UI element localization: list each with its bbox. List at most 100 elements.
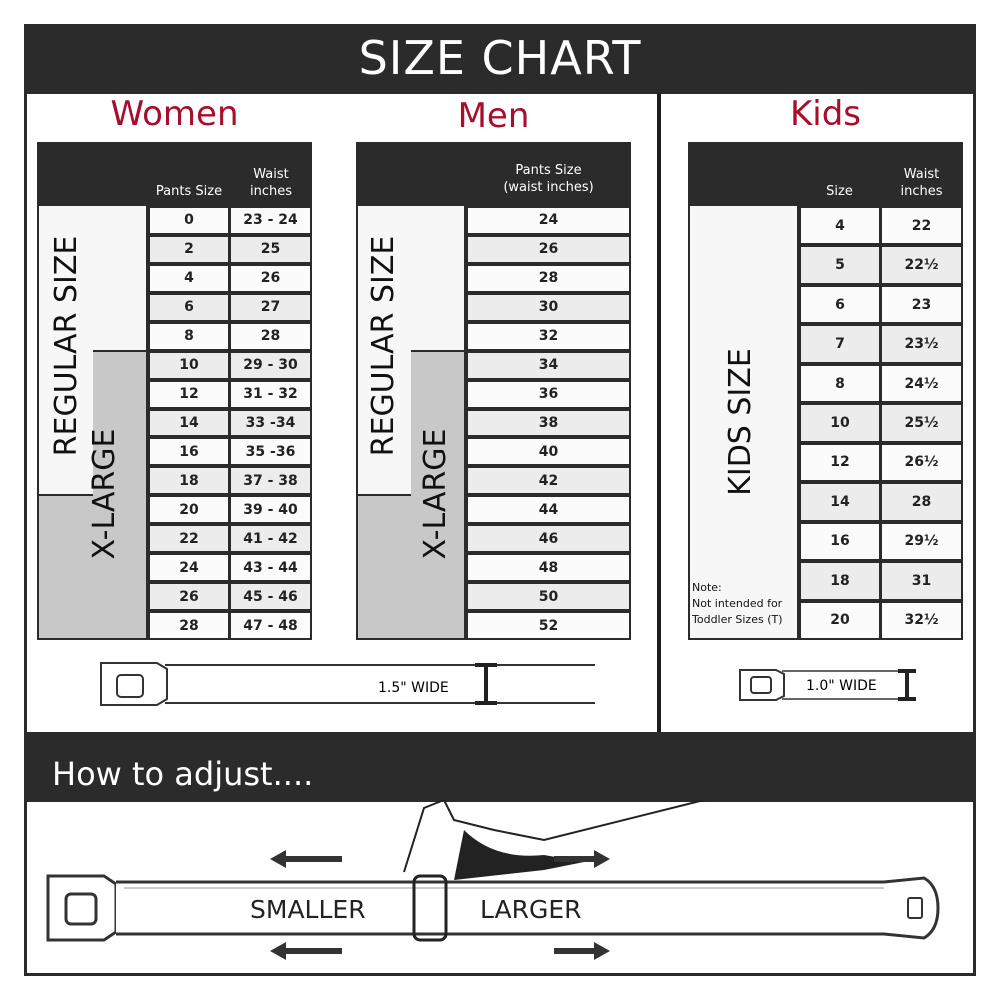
belt-1-5-inch-illustration <box>100 662 595 706</box>
kids-size-cell: 8 <box>799 363 881 404</box>
kids-size-block <box>690 206 797 638</box>
smaller-label: SMALLER <box>250 895 366 924</box>
kids-note: Note: Not intended for Toddler Sizes (T) <box>692 581 783 626</box>
kids-waist-cell: 28 <box>880 482 963 522</box>
women-pants-cell: 28 <box>148 611 230 640</box>
women-waist-cell: 29 - 30 <box>229 350 312 380</box>
kids-title: Kids <box>789 94 862 134</box>
kids-size-cell: 4 <box>799 206 881 246</box>
women-waist-cell: 37 - 38 <box>229 466 312 496</box>
men-pants-cell: 44 <box>466 495 631 525</box>
adjust-title: How to adjust.... <box>24 732 976 802</box>
men-pants-cell: 30 <box>466 292 631 322</box>
men-pants-cell: 52 <box>466 611 631 640</box>
women-waist-cell: 23 - 24 <box>229 206 312 235</box>
women-waist-cell: 47 - 48 <box>229 611 312 640</box>
women-pants-cell: 14 <box>148 408 230 438</box>
women-waist-cell: 35 -36 <box>229 437 312 467</box>
men-pants-cell: 48 <box>466 553 631 583</box>
women-pants-cell: 8 <box>148 321 230 351</box>
men-table: REGULAR SIZE X-LARGE 24 26 28 30 32 34 36 38 40 4… <box>356 206 631 640</box>
kids-size-cell: 20 <box>799 600 881 640</box>
kids-size-cell: 18 <box>799 561 881 601</box>
women-pants-cell: 2 <box>148 234 230 264</box>
kids-waist-cell: 31 <box>880 561 963 601</box>
adjust-belt-illustration <box>46 800 940 960</box>
page-title: SIZE CHART <box>24 24 976 94</box>
women-waist-cell: 33 -34 <box>229 408 312 438</box>
kids-size-cell: 5 <box>799 245 881 285</box>
regular-size-block <box>39 206 146 494</box>
women-pants-cell: 6 <box>148 292 230 322</box>
women-pants-cell: 18 <box>148 466 230 496</box>
women-col-waist: Waist inches <box>249 167 292 199</box>
men-col-pants: Pants Size (waist inches) <box>503 163 594 195</box>
kids-waist-cell: 22 <box>880 206 963 246</box>
xlarge-size-block <box>39 352 146 638</box>
kids-waist-cell: 26½ <box>880 442 963 483</box>
men-table-header: Pants Size (waist inches) <box>356 142 631 206</box>
men-pants-cell: 28 <box>466 263 631 293</box>
kids-waist-cell: 22½ <box>880 245 963 285</box>
women-waist-cell: 43 - 44 <box>229 553 312 583</box>
women-table-header: Pants Size Waist inches <box>37 142 312 206</box>
men-pants-cell: 26 <box>466 234 631 264</box>
women-pants-cell: 4 <box>148 263 230 293</box>
kids-waist-cell: 24½ <box>880 363 963 404</box>
women-regular-label: REGULAR SIZE <box>49 235 84 457</box>
men-pants-cell: 46 <box>466 524 631 554</box>
kids-col-size: Size <box>826 184 853 199</box>
women-title: Women <box>110 94 239 134</box>
divider <box>657 93 661 733</box>
men-size-blocks <box>358 206 464 638</box>
kids-waist-cell: 29½ <box>880 521 963 562</box>
men-pants-cell: 50 <box>466 582 631 612</box>
women-waist-cell: 41 - 42 <box>229 524 312 554</box>
women-waist-cell: 31 - 32 <box>229 379 312 409</box>
women-table: REGULAR SIZE X-LARGE 0 23 - 24 2 25 4 26 6 27 8 2… <box>37 206 312 640</box>
kids-waist-cell: 32½ <box>880 600 963 640</box>
women-pants-cell: 16 <box>148 437 230 467</box>
men-pants-cell: 36 <box>466 379 631 409</box>
kids-size-cell: 14 <box>799 482 881 522</box>
kids-size-cell: 7 <box>799 324 881 364</box>
women-pants-cell: 0 <box>148 206 230 235</box>
belt-1-0-inch-illustration <box>739 669 916 701</box>
kids-waist-cell: 23 <box>880 284 963 325</box>
kids-width-label: 1.0" WIDE <box>806 678 877 694</box>
larger-label: LARGER <box>480 895 582 924</box>
kids-table-header: Size Waist inches <box>688 142 963 206</box>
men-regular-label: REGULAR SIZE <box>366 235 401 457</box>
women-pants-cell: 10 <box>148 350 230 380</box>
women-waist-cell: 27 <box>229 292 312 322</box>
kids-size-cell: 6 <box>799 284 881 325</box>
kids-size-cell: 10 <box>799 403 881 443</box>
women-pants-cell: 22 <box>148 524 230 554</box>
women-waist-cell: 28 <box>229 321 312 351</box>
women-size-blocks <box>39 206 148 638</box>
women-pants-cell: 20 <box>148 495 230 525</box>
kids-size-label: KIDS SIZE <box>723 348 758 496</box>
women-width-label: 1.5" WIDE <box>378 680 449 696</box>
women-pants-cell: 26 <box>148 582 230 612</box>
women-pants-cell: 24 <box>148 553 230 583</box>
men-pants-cell: 40 <box>466 437 631 467</box>
women-waist-cell: 26 <box>229 263 312 293</box>
arrow-icons <box>270 850 610 960</box>
men-pants-cell: 24 <box>466 206 631 235</box>
men-title: Men <box>457 96 530 136</box>
kids-table: KIDS SIZE Note: Not intended for Toddler… <box>688 206 963 640</box>
men-xlarge-label: X-LARGE <box>418 428 453 560</box>
kids-waist-cell: 23½ <box>880 324 963 364</box>
kids-waist-cell: 25½ <box>880 403 963 443</box>
women-waist-cell: 45 - 46 <box>229 582 312 612</box>
kids-col-waist: Waist inches <box>900 167 943 199</box>
women-col-pants: Pants Size <box>155 184 223 199</box>
women-pants-cell: 12 <box>148 379 230 409</box>
kids-size-cell: 16 <box>799 521 881 562</box>
women-waist-cell: 39 - 40 <box>229 495 312 525</box>
men-pants-cell: 32 <box>466 321 631 351</box>
women-waist-cell: 25 <box>229 234 312 264</box>
kids-size-cell: 12 <box>799 442 881 483</box>
women-xlarge-label: X-LARGE <box>87 428 122 560</box>
